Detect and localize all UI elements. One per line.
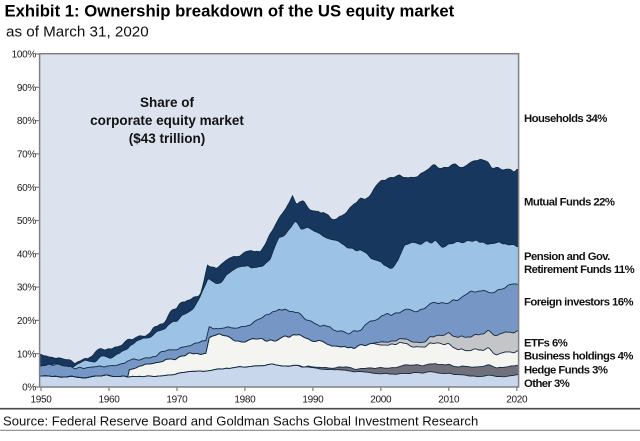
svg-text:Mutual Funds 22%: Mutual Funds 22% [524,196,615,208]
svg-text:1970: 1970 [166,395,188,406]
svg-text:1990: 1990 [302,395,324,406]
svg-text:1950: 1950 [30,395,52,406]
svg-text:0%: 0% [22,383,36,394]
svg-text:Hedge Funds 3%: Hedge Funds 3% [524,365,608,377]
svg-text:Business holdings 4%: Business holdings 4% [524,350,633,362]
svg-text:2010: 2010 [438,395,460,406]
svg-text:Pension and Gov.: Pension and Gov. [524,251,610,263]
svg-text:as of March 31, 2020: as of March 31, 2020 [6,24,149,41]
svg-text:Retirement Funds 11%: Retirement Funds 11% [524,264,635,276]
svg-text:40%: 40% [17,249,37,260]
svg-text:70%: 70% [17,150,37,161]
svg-text:Foreign investors 16%: Foreign investors 16% [524,296,633,308]
svg-text:50%: 50% [17,216,37,227]
svg-text:20%: 20% [17,316,37,327]
svg-text:90%: 90% [17,83,37,94]
svg-text:Households 34%: Households 34% [524,113,607,125]
svg-text:2020: 2020 [506,395,528,406]
svg-text:10%: 10% [17,349,37,360]
svg-text:Source: Federal Reserve Board: Source: Federal Reserve Board and Goldma… [3,414,478,429]
svg-text:Other 3%: Other 3% [524,378,570,390]
svg-text:60%: 60% [17,183,37,194]
svg-text:ETFs 6%: ETFs 6% [524,337,568,349]
svg-text:corporate equity market: corporate equity market [90,113,244,128]
svg-text:Exhibit 1: Ownership breakdown: Exhibit 1: Ownership breakdown of the US… [5,2,455,21]
svg-text:2000: 2000 [370,395,392,406]
svg-text:1980: 1980 [234,395,256,406]
svg-text:($43 trillion): ($43 trillion) [129,131,206,146]
svg-text:80%: 80% [17,116,37,127]
svg-text:Share of: Share of [140,95,195,110]
svg-text:1960: 1960 [98,395,120,406]
svg-text:100%: 100% [12,50,37,61]
svg-text:30%: 30% [17,283,37,294]
